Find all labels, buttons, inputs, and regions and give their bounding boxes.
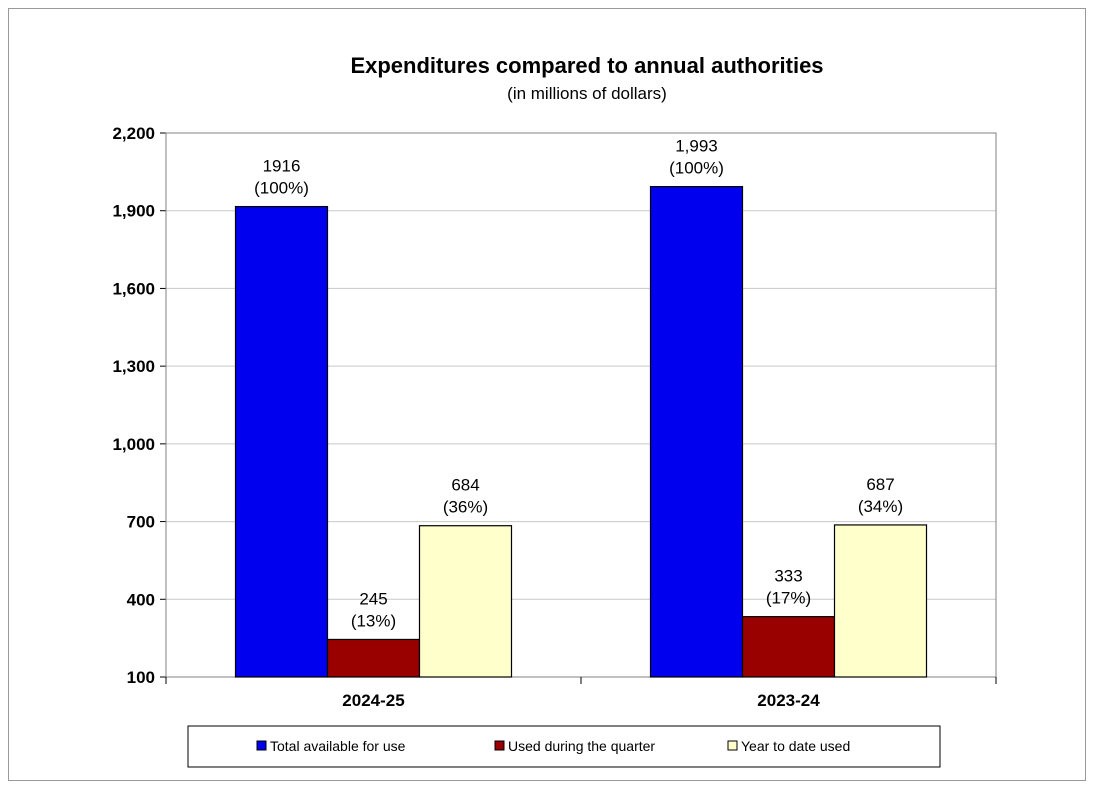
data-label-percent: (13%) [351,611,396,630]
legend-swatch [727,740,738,751]
data-label-percent: (34%) [858,497,903,516]
legend-box [187,725,941,768]
data-label-value: 245 [359,589,387,608]
data-label-value: 1916 [263,157,301,176]
y-tick-label: 1,600 [112,279,155,298]
y-tick-label: 1,300 [112,357,155,376]
data-label-percent: (36%) [443,498,488,517]
chart-subtitle: (in millions of dollars) [507,84,667,103]
data-label-value: 1,993 [675,137,718,156]
legend: Total available for use Used during the q… [187,725,941,768]
bar [741,616,836,678]
y-tick-label: 700 [127,513,155,532]
plot-area: 100 400 700 1,000 1,300 1,600 1,900 2,200 1916 (1… [112,124,997,710]
x-tick-label: 2024-25 [342,691,404,710]
data-label-value: 684 [451,476,479,495]
y-tick-label: 100 [127,668,155,687]
x-tick-label: 2023-24 [757,691,820,710]
data-label-percent: (100%) [254,179,309,198]
data-label-percent: (100%) [669,159,724,178]
legend-label: Year to date used [741,738,850,754]
legend-label: Total available for use [270,738,406,754]
data-label-percent: (17%) [766,589,811,608]
data-label-value: 333 [774,567,802,586]
y-tick-label: 1,900 [112,202,155,221]
y-tick-label: 400 [127,590,155,609]
y-tick-label: 2,200 [112,124,155,143]
legend-swatch [256,740,267,751]
bar [418,525,513,678]
legend-swatch [494,740,505,751]
bar [833,524,928,678]
data-label-value: 687 [866,475,894,494]
y-tick-label: 1,000 [112,435,155,454]
bar [326,638,421,678]
chart-title: Expenditures compared to annual authorit… [350,53,823,78]
legend-label: Used during the quarter [508,738,655,754]
bar [649,186,744,678]
bar [234,205,329,678]
